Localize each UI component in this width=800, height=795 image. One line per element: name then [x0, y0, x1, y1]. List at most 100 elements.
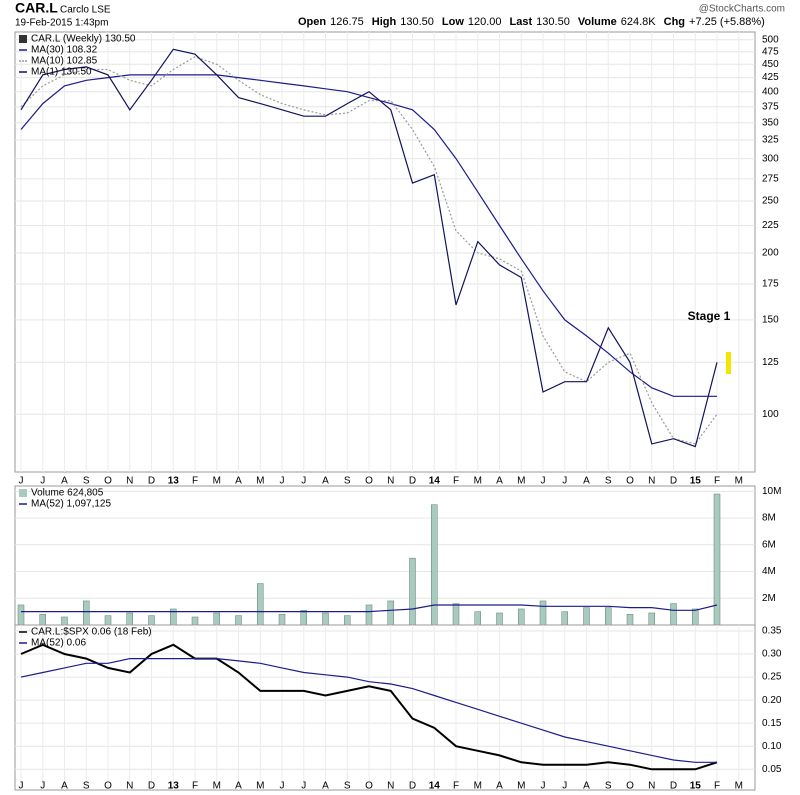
- quote: Open 126.75 High 130.50 Low 120.00 Last 130.50 V…: [298, 16, 765, 28]
- volume-bar: [83, 600, 90, 626]
- legend-title: CAR.L (Weekly) 130.50: [31, 34, 136, 45]
- x-tick-label: N: [126, 781, 133, 792]
- legend-swatch: [19, 35, 27, 43]
- x-tick-label: 15: [690, 781, 702, 792]
- x-tick-label: A: [496, 781, 503, 792]
- company-name: Carclo LSE: [60, 5, 111, 16]
- x-tick-label: N: [126, 476, 133, 487]
- y-tick-label: 325: [762, 135, 779, 146]
- volume-bar: [148, 615, 155, 626]
- x-tick-label: 13: [168, 781, 180, 792]
- y-tick-label: 4M: [762, 566, 776, 577]
- panel-frame: [14, 31, 756, 473]
- x-tick-label: J: [280, 476, 285, 487]
- date: 19-Feb-2015 1:43pm: [15, 18, 108, 29]
- x-tick-label: O: [104, 781, 112, 792]
- panel-frame: [14, 624, 756, 791]
- volume-bar: [387, 600, 394, 626]
- x-tick-label: F: [192, 476, 198, 487]
- x-tick-label: M: [213, 476, 221, 487]
- x-tick-label: A: [235, 781, 242, 792]
- x-tick-label: A: [235, 476, 242, 487]
- y-tick-label: 150: [762, 315, 779, 326]
- volume-bar: [300, 610, 307, 626]
- series-line: [20, 74, 717, 397]
- x-tick-label: O: [365, 476, 373, 487]
- x-tick-label: M: [474, 781, 482, 792]
- quote-label: Last: [510, 16, 533, 28]
- legend-title: Volume 624,805: [31, 488, 104, 499]
- x-tick-label: A: [496, 476, 503, 487]
- x-tick-label: A: [61, 781, 68, 792]
- x-tick-label: J: [562, 781, 567, 792]
- x-tick-label: 15: [690, 476, 702, 487]
- quote-value: 624.8K: [621, 16, 657, 28]
- x-tick-label: 14: [429, 781, 441, 792]
- x-tick-label: M: [735, 476, 743, 487]
- x-tick-label: J: [541, 781, 546, 792]
- series-line: [20, 643, 718, 771]
- quote-label: Open: [298, 16, 326, 28]
- x-tick-label: S: [605, 781, 612, 792]
- volume-bar: [452, 603, 460, 626]
- x-tick-label: 13: [168, 476, 180, 487]
- symbol: CAR.L: [15, 0, 58, 16]
- x-tick-label: M: [256, 781, 264, 792]
- volume-bar: [474, 611, 481, 626]
- y-tick-label: 175: [762, 279, 779, 290]
- x-tick-label: J: [280, 781, 285, 792]
- legend-entry: MA(30) 108.32: [31, 45, 98, 56]
- x-tick-label: S: [344, 781, 351, 792]
- volume-bar: [213, 612, 220, 626]
- volume-bar: [322, 612, 329, 626]
- volume-bar: [39, 614, 46, 626]
- volume-bar: [257, 583, 264, 626]
- volume-bar: [344, 615, 351, 626]
- y-tick-label: 425: [762, 72, 779, 83]
- series-line: [20, 56, 718, 445]
- y-tick-label: 250: [762, 196, 779, 207]
- x-tick-label: J: [301, 781, 306, 792]
- x-tick-label: J: [40, 781, 45, 792]
- x-tick-label: S: [605, 476, 612, 487]
- legend-entry: MA(52) 0.06: [31, 638, 86, 649]
- volume-bar: [409, 557, 416, 626]
- x-tick-label: D: [409, 781, 416, 792]
- y-tick-label: 0.25: [762, 672, 782, 683]
- y-tick-label: 2M: [762, 593, 776, 604]
- annotation: Stage 1: [688, 309, 731, 323]
- volume-bar: [235, 615, 242, 626]
- volume-bar: [278, 614, 286, 626]
- x-tick-label: S: [83, 781, 90, 792]
- volume-bar: [583, 607, 590, 626]
- quote-value: +7.25 (+5.88%): [689, 16, 765, 28]
- series-line: [21, 604, 718, 613]
- x-tick-label: O: [104, 476, 112, 487]
- x-tick-label: M: [256, 476, 264, 487]
- y-tick-label: 0.05: [762, 764, 782, 775]
- y-tick-label: 200: [762, 248, 779, 259]
- source: @StockCharts.com: [699, 4, 785, 15]
- y-tick-label: 450: [762, 59, 779, 70]
- volume-bar: [648, 612, 655, 626]
- y-tick-label: 0.10: [762, 741, 782, 752]
- legend-entry: CAR.L:$SPX 0.06 (18 Feb): [31, 627, 152, 638]
- x-tick-label: N: [387, 476, 394, 487]
- x-tick-label: A: [322, 476, 329, 487]
- volume-bar: [518, 608, 525, 626]
- y-tick-label: 100: [762, 409, 779, 420]
- volume-bar: [17, 604, 25, 626]
- x-tick-label: J: [19, 476, 24, 487]
- x-tick-label: M: [735, 781, 743, 792]
- y-tick-label: 300: [762, 153, 779, 164]
- volume-bar: [365, 604, 373, 626]
- x-tick-label: D: [670, 781, 677, 792]
- volume-bar: [61, 616, 68, 626]
- x-tick-label: D: [148, 781, 155, 792]
- y-tick-label: 225: [762, 220, 779, 231]
- volume-bar: [605, 607, 612, 626]
- x-tick-label: A: [583, 781, 590, 792]
- x-tick-label: J: [40, 476, 45, 487]
- legend-entry: MA(1) 130.50: [31, 67, 92, 78]
